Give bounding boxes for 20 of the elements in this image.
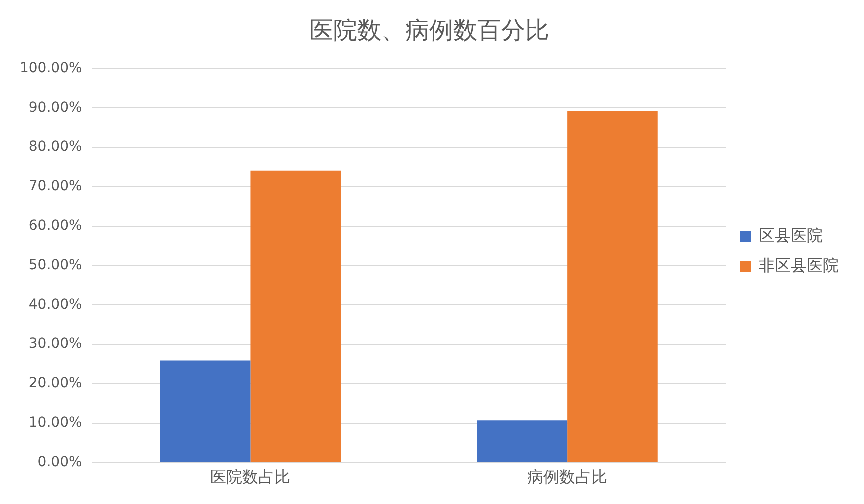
x-tick-label: 病例数占比 [528, 468, 608, 487]
y-tick-label: 60.00% [28, 218, 82, 234]
y-tick-label: 30.00% [28, 336, 82, 352]
chart-title: 医院数、病例数百分比 [310, 16, 550, 45]
y-tick-label: 20.00% [28, 376, 82, 392]
y-tick-label: 40.00% [28, 296, 82, 313]
y-tick-label: 50.00% [28, 257, 82, 274]
bar [477, 420, 568, 462]
bar [160, 360, 251, 462]
y-tick-label: 70.00% [28, 178, 82, 195]
bar [250, 170, 342, 462]
legend-label: 区县医院 [759, 226, 823, 246]
x-tick-label: 医院数占比 [210, 468, 291, 487]
y-tick-label: 10.00% [28, 415, 82, 432]
y-tick-label: 0.00% [38, 454, 82, 470]
y-tick-label: 80.00% [28, 139, 82, 156]
bar [568, 110, 658, 462]
legend-label: 非区县医院 [759, 256, 839, 276]
y-tick-label: 100.00% [20, 60, 82, 76]
y-tick-label: 90.00% [28, 100, 82, 116]
